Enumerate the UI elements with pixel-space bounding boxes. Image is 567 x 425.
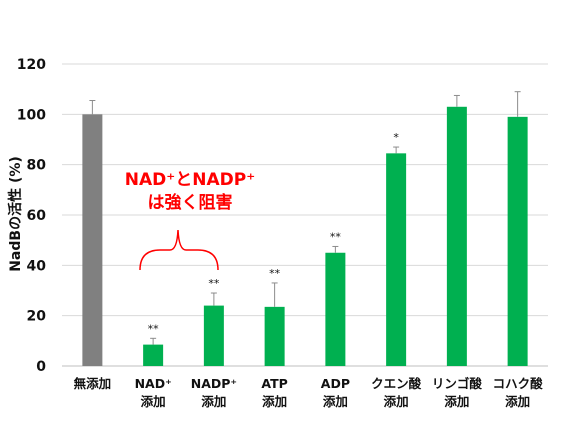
significance-label: ** [148,322,160,335]
error-bars [89,91,521,345]
bar [386,153,407,366]
y-axis-label: NadBの活性 (%) [7,156,24,272]
significance-label: ** [269,267,281,280]
bars [82,106,528,367]
bar [446,106,467,367]
bar [82,114,103,366]
annotation-brace [139,229,219,271]
category-label: NADP⁺添加 [191,376,237,409]
category-label: リンゴ酸添加 [432,376,483,409]
gridlines [62,63,548,367]
annotation-line-1: NAD⁺とNADP⁺ [125,170,255,190]
y-tick-label: 0 [36,359,46,375]
significance-label: ** [208,277,220,290]
category-label: NAD⁺添加 [135,376,172,409]
category-label: クエン酸添加 [371,376,422,409]
bar [507,116,528,366]
y-tick-label: 80 [27,158,47,174]
bar [203,305,224,366]
bar [325,252,346,366]
y-tick-label: 60 [27,208,47,224]
category-label: ADP 添加 [321,376,350,409]
y-tick-label: 120 [17,57,46,73]
annotation: NAD⁺とNADP⁺ は強く阻害 [125,170,255,271]
category-label: 無添加 [74,376,112,391]
y-tick-label: 40 [27,258,47,274]
category-labels: 無添加 NAD⁺添加 NADP⁺添加 ATP 添加 ADP 添加クエン酸添加リンゴ酸添加コハ… [74,376,544,409]
significance-labels: ********* [148,131,400,335]
y-tick-label: 100 [17,107,46,123]
category-label: コハク酸添加 [493,376,544,409]
significance-label: ** [330,230,342,243]
bar [264,306,285,366]
significance-label: * [393,131,399,144]
bar [143,344,164,366]
category-label: ATP 添加 [261,376,287,409]
annotation-line-2: は強く阻害 [148,192,233,213]
y-tick-labels: 0 20 40 60 80 100 120 [17,57,46,375]
y-tick-label: 20 [27,309,47,325]
